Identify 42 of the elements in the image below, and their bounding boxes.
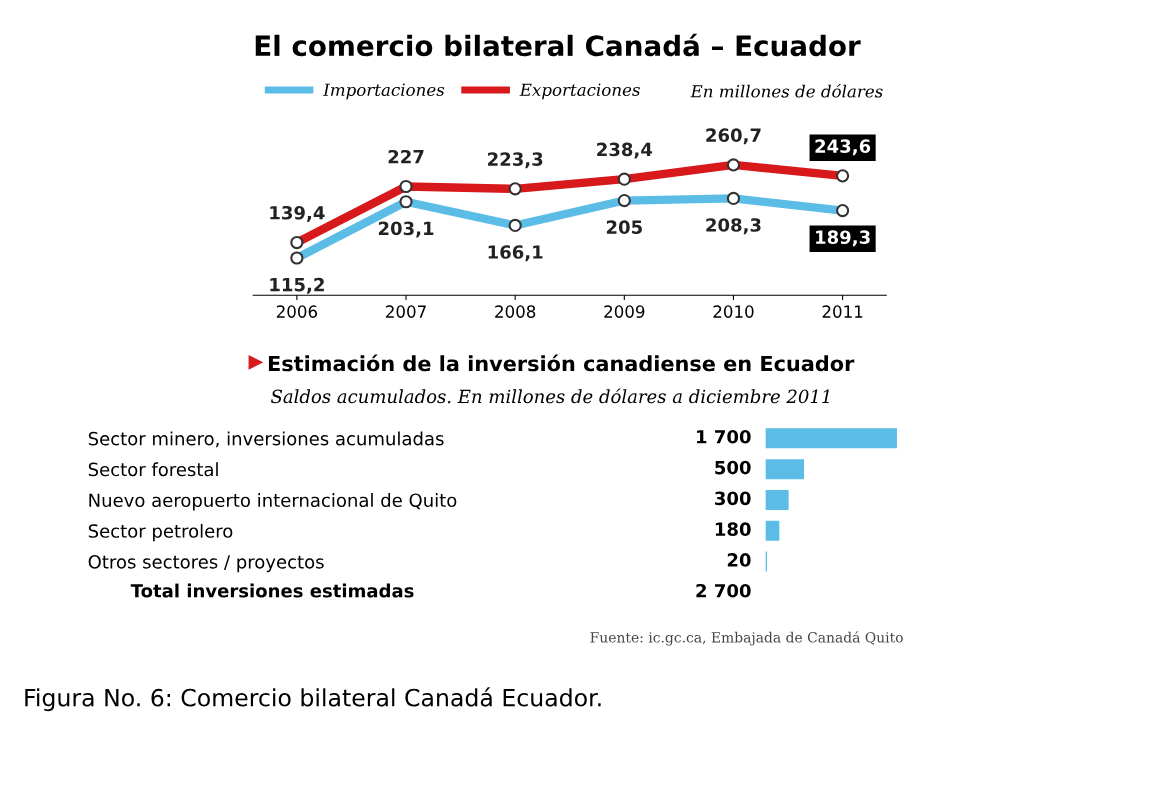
data-label: 238,4 bbox=[597, 142, 653, 159]
data-label: 223,3 bbox=[488, 152, 543, 169]
y-tick-label: Otros sectores / proyectos bbox=[88, 555, 324, 573]
data-label: 203,1 bbox=[378, 221, 434, 238]
y-tick-label: Sector petrolero bbox=[88, 523, 233, 542]
x-tick-label: 2007 bbox=[386, 305, 426, 318]
data-label: 260,7 bbox=[706, 128, 761, 145]
data-label: 115,2 bbox=[270, 277, 324, 294]
text: Saldos acumulados. En millones de dólares a diciembre 2011 bbox=[271, 388, 829, 404]
text: Total inversiones estimadas bbox=[130, 583, 414, 598]
legend-label: Importaciones bbox=[322, 83, 445, 100]
y-tick-label: Sector forestal bbox=[88, 462, 218, 477]
bar bbox=[765, 489, 789, 510]
legend-label: Exportaciones bbox=[519, 83, 640, 100]
x-tick-label: 2010 bbox=[713, 305, 754, 318]
chart-subtitle: En millones de dólares bbox=[690, 84, 883, 98]
data-label: 189,3 bbox=[816, 230, 870, 247]
data-label: 227 bbox=[388, 149, 424, 164]
data-label: 208,3 bbox=[706, 218, 761, 235]
x-tick-label: 2009 bbox=[604, 305, 645, 318]
data-label: 500 bbox=[715, 460, 751, 475]
data-label: 1 700 bbox=[697, 429, 751, 444]
text: 2 700 bbox=[696, 583, 751, 598]
bar bbox=[765, 459, 805, 480]
text: Estimación de la inversión canadiense en Ecuador bbox=[268, 354, 855, 372]
data-label: 139,4 bbox=[270, 205, 325, 222]
data-label: 205 bbox=[606, 220, 642, 234]
bar bbox=[765, 428, 897, 449]
data-label: 166,1 bbox=[488, 245, 543, 262]
data-label: 300 bbox=[715, 491, 751, 506]
data-label: 180 bbox=[715, 522, 751, 536]
source-note: Fuente: ic.gc.ca, Embajada de Canadá Quito bbox=[590, 631, 903, 646]
chart-title: El comercio bilateral Canadá – Ecuador bbox=[255, 33, 861, 57]
x-tick-label: 2011 bbox=[822, 305, 863, 318]
x-tick-label: 2008 bbox=[495, 305, 536, 318]
y-tick-label: Nuevo aeropuerto internacional de Quito bbox=[89, 493, 457, 511]
x-tick-label: 2006 bbox=[276, 305, 318, 318]
bar bbox=[765, 520, 780, 541]
y-tick-label: Sector minero, inversiones acumuladas bbox=[88, 431, 444, 448]
data-label: 243,6 bbox=[815, 139, 871, 156]
data-label: 20 bbox=[727, 553, 751, 567]
text: Figura No. 6: Comercio bilateral Canadá Ecuador. bbox=[25, 687, 601, 712]
